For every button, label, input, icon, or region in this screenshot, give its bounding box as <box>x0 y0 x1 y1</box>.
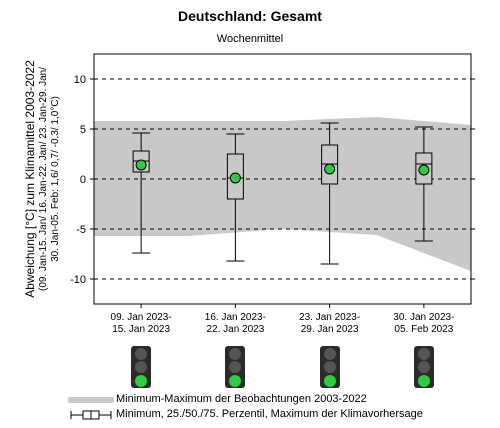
traffic-light-icon <box>131 346 152 388</box>
y-axis-label-line-3: 30. Jan-05. Feb: 1,6/ 0,7/ -0,3/ 1,0°C) <box>50 96 61 262</box>
chart-title: Deutschland: Gesamt <box>178 8 322 24</box>
y-axis-label-line-2: (09. Jan-15. Jan/ 16. Jan-22. Jan/ 23. J… <box>38 67 49 291</box>
traffic-light-lamp-red <box>323 348 336 360</box>
traffic-light-icon <box>319 346 340 388</box>
box-mean-marker <box>324 163 336 175</box>
y-axis-label-line-1: Abweichung [°C] zum Klimamittel 2003-202… <box>23 60 37 298</box>
box-3 <box>320 122 339 265</box>
traffic-light-lamp-yellow <box>417 361 430 374</box>
chart-subtitle: Wochenmittel <box>216 33 284 45</box>
box-mean-marker <box>135 159 147 171</box>
traffic-light-lamp-green <box>135 374 148 387</box>
x-tick-label: 09. Jan 2023-15. Jan 2023 <box>111 312 172 335</box>
observation-range-band <box>94 117 471 271</box>
traffic-light-lamp-red <box>229 348 242 360</box>
legend-label-observations: Minimum-Maximum der Beobachtungen 2003-2… <box>116 393 367 405</box>
x-tick-label: 23. Jan 2023-29. Jan 2023 <box>299 312 360 335</box>
y-tick-label: -5 <box>76 224 86 236</box>
legend-band-swatch <box>68 397 114 403</box>
box-1 <box>132 132 151 254</box>
traffic-light-lamp-yellow <box>229 361 242 374</box>
y-tick-label: 10 <box>74 74 86 86</box>
traffic-light-lamp-green <box>417 374 430 387</box>
y-tick-label: 0 <box>80 174 86 186</box>
traffic-light-lamp-yellow <box>135 361 148 374</box>
x-tick-label: 30. Jan 2023-05. Feb 2023 <box>393 312 454 335</box>
traffic-light-icon <box>225 346 246 388</box>
legend-box-swatch <box>70 410 112 420</box>
y-tick-label: 5 <box>80 124 86 136</box>
traffic-light-lamp-green <box>323 374 336 387</box>
box-2 <box>226 133 245 262</box>
box-mean-marker <box>418 164 430 176</box>
traffic-light-lamp-green <box>229 374 242 387</box>
box-mean-marker <box>229 172 241 184</box>
box-4 <box>414 126 433 242</box>
x-tick-label: 16. Jan 2023-22. Jan 2023 <box>205 312 266 335</box>
legend-label-forecast: Minimum, 25./50./75. Perzentil, Maximum … <box>116 408 423 420</box>
traffic-light-icon <box>413 346 434 388</box>
traffic-light-lamp-red <box>135 348 148 360</box>
y-tick-label: -10 <box>70 274 86 286</box>
traffic-light-lamp-red <box>417 348 430 360</box>
traffic-light-lamp-yellow <box>323 361 336 374</box>
